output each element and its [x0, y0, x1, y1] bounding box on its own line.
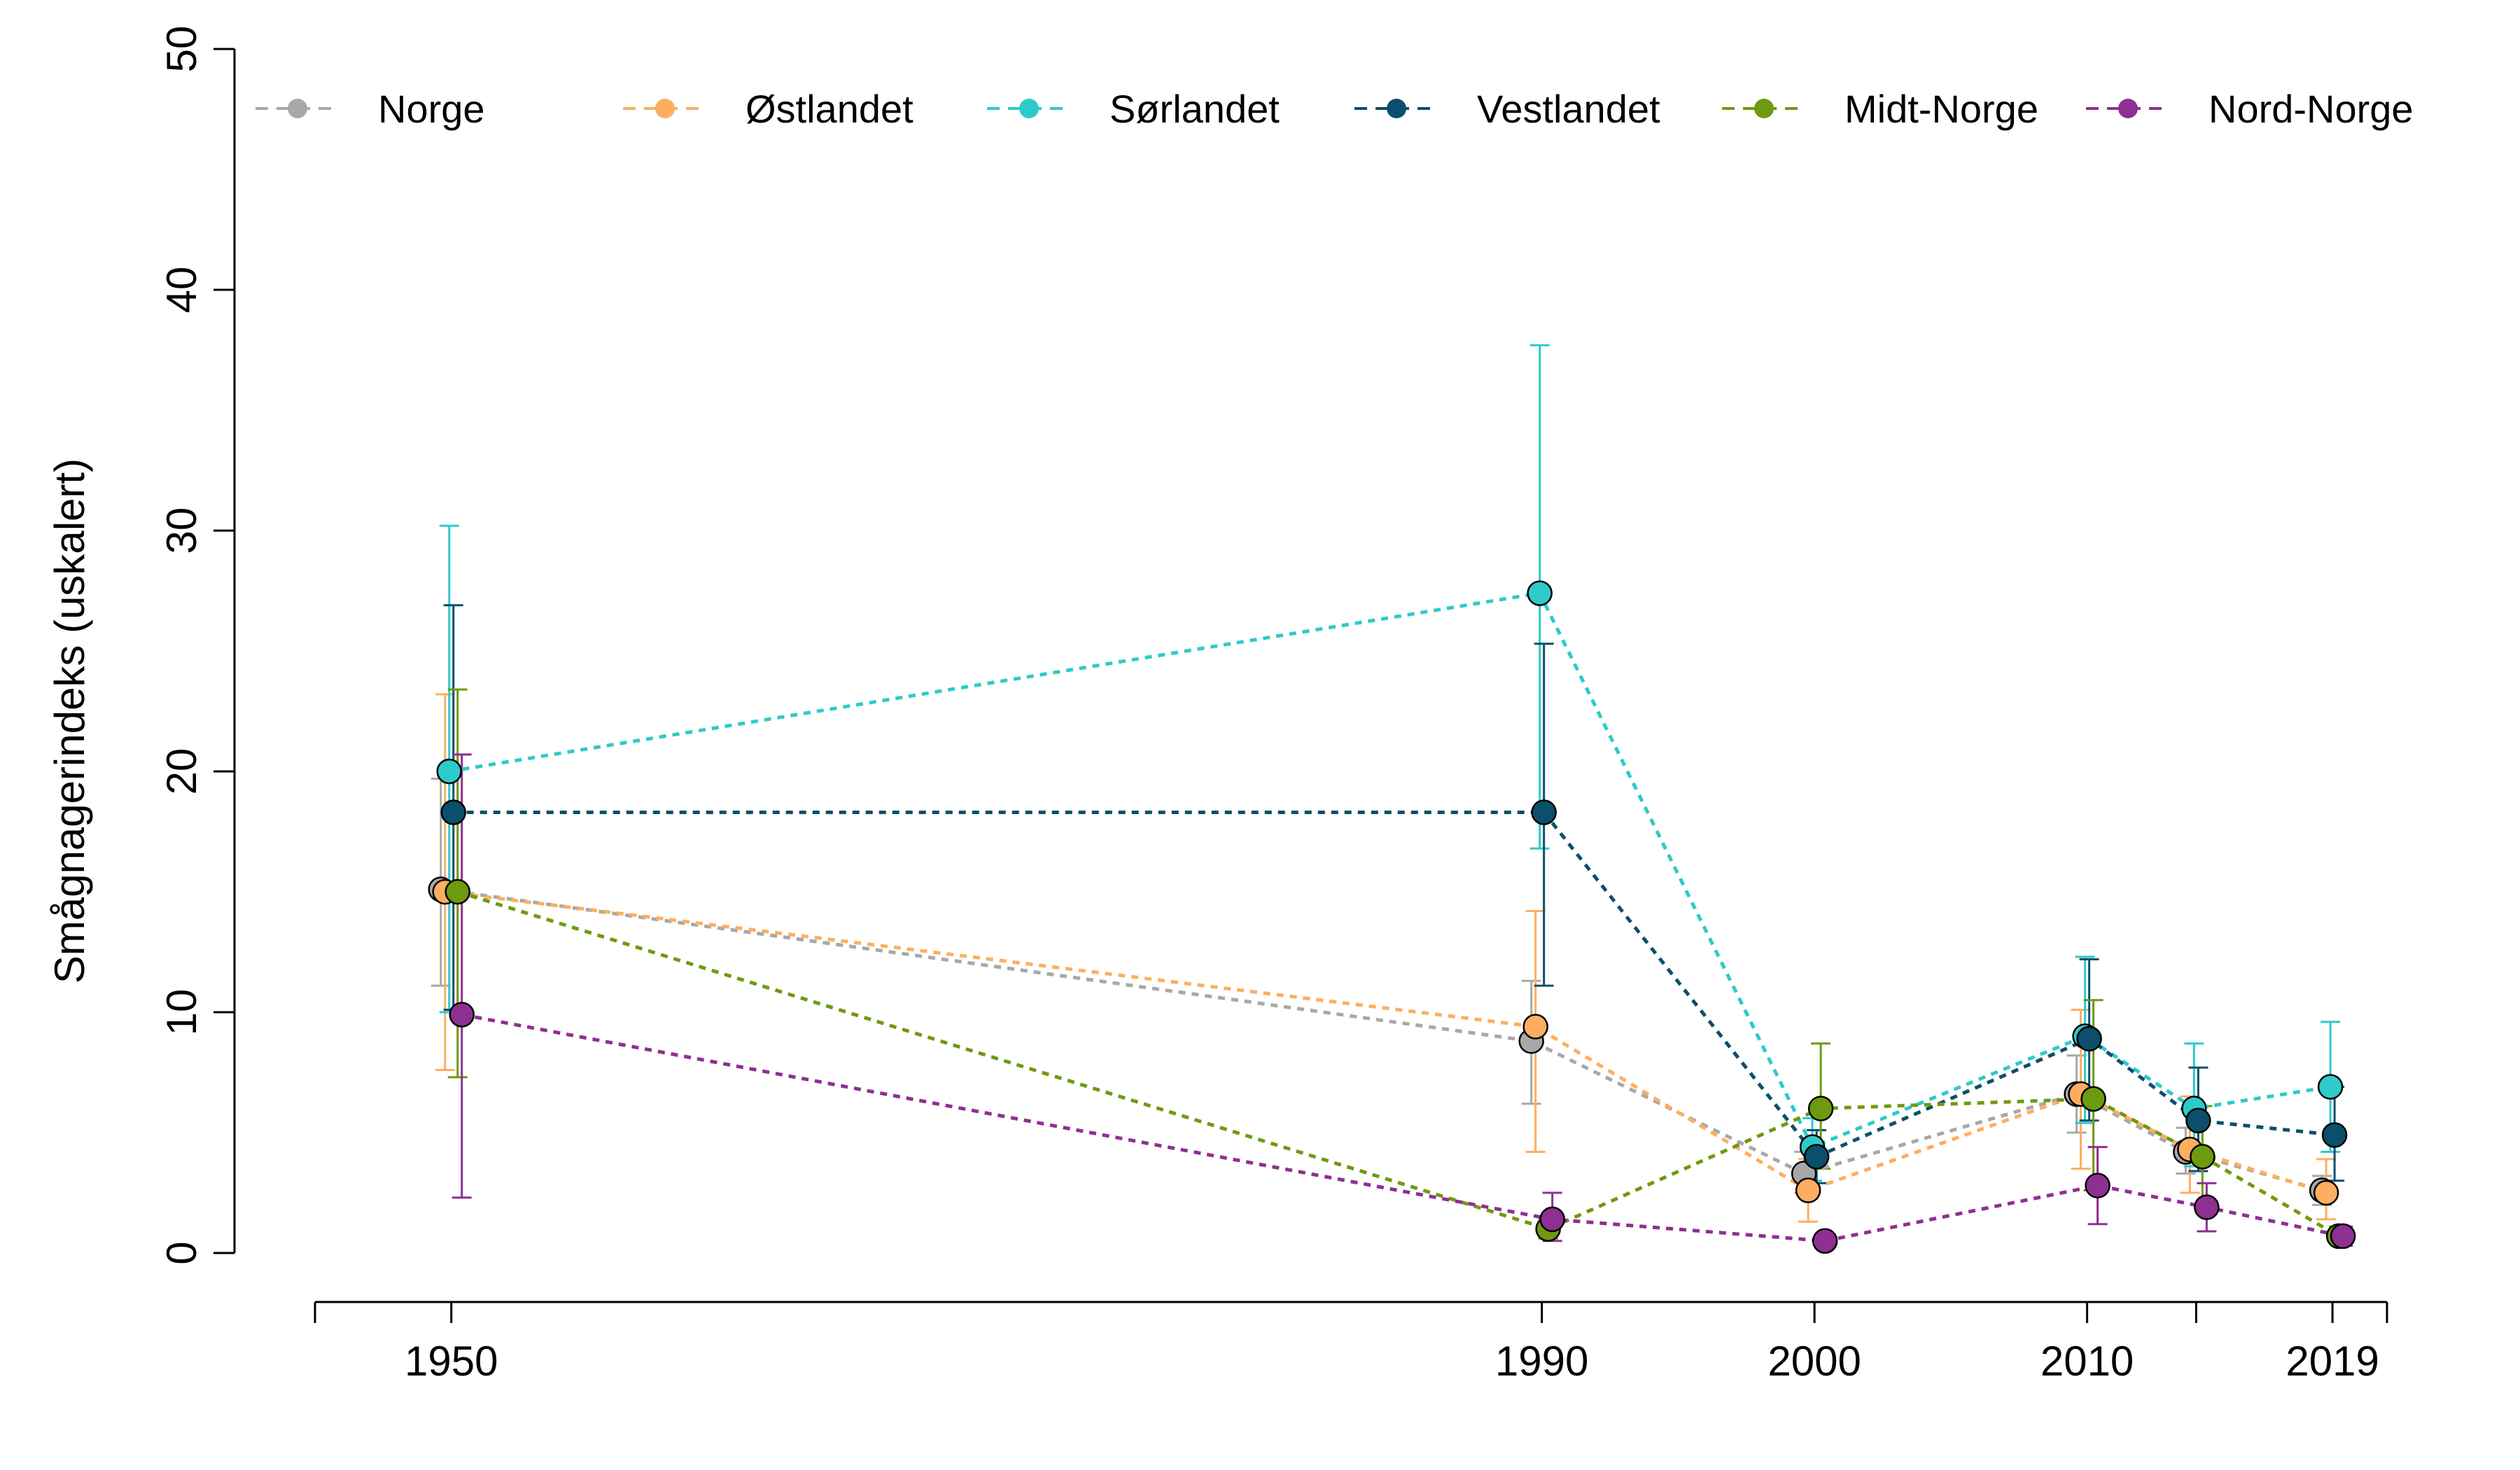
- data-point-nord-norge: [2194, 1194, 2220, 1220]
- legend-label: Sørlandet: [1110, 87, 1280, 131]
- series-line-nord-norge: [461, 1012, 2344, 1243]
- data-point-vestlandet: [1803, 1144, 1830, 1170]
- legend-label: Vestlandet: [1477, 87, 1660, 131]
- legend-marker: [1387, 99, 1406, 118]
- data-point-s-rlandet: [436, 758, 462, 785]
- x-tick-label: 2019: [2286, 1338, 2379, 1385]
- data-points: [428, 580, 2356, 1254]
- data-point-nord-norge: [1812, 1228, 1838, 1254]
- data-point-vestlandet: [1531, 799, 1557, 825]
- x-tick-label: 1990: [1495, 1338, 1588, 1385]
- legend-marker: [2118, 99, 2138, 118]
- y-tick-label: 0: [158, 1241, 205, 1264]
- data-point-s-rlandet: [1527, 580, 1553, 606]
- series-line-vestlandet: [453, 810, 2335, 1159]
- x-tick-label: 1950: [405, 1338, 498, 1385]
- series-line--stlandet: [444, 890, 2327, 1195]
- y-axis: 0 10 20 30 40 50: [158, 26, 236, 1265]
- legend-item-nord-norge: Nord-Norge: [2086, 87, 2414, 131]
- legend-marker: [1754, 99, 1774, 118]
- data-point-s-rlandet: [2317, 1074, 2344, 1100]
- data-point-midt-norge: [2190, 1144, 2216, 1170]
- data-point-vestlandet: [2076, 1026, 2102, 1052]
- series-line-s-rlandet: [449, 591, 2331, 1149]
- legend-label: Nord-Norge: [2208, 87, 2414, 131]
- x-tick-label: 2010: [2040, 1338, 2134, 1385]
- y-tick-label: 20: [158, 748, 205, 795]
- y-tick-label: 50: [158, 26, 205, 73]
- data-point-nord-norge: [1539, 1206, 1565, 1233]
- x-axis: 1950 1990 2000 2010 2019: [314, 1301, 2388, 1385]
- data-point-vestlandet: [2321, 1122, 2348, 1148]
- y-tick-label: 30: [158, 507, 205, 554]
- legend-label: Østlandet: [746, 87, 913, 131]
- series-line-norge: [440, 888, 2323, 1192]
- series-lines: [440, 591, 2344, 1243]
- data-point--stlandet: [1795, 1177, 1821, 1203]
- data-point-vestlandet: [440, 799, 466, 825]
- legend-item-midt-norge: Midt-Norge: [1722, 87, 2038, 131]
- data-point-nord-norge: [2330, 1223, 2356, 1250]
- legend-label: Midt-Norge: [1844, 87, 2038, 131]
- data-point-midt-norge: [444, 878, 470, 905]
- data-point-vestlandet: [2185, 1107, 2211, 1134]
- data-point-nord-norge: [2085, 1172, 2110, 1198]
- data-point--stlandet: [2313, 1180, 2339, 1206]
- legend-label: Norge: [378, 87, 485, 131]
- legend: Norge Østlandet Sørlandet Vestlandet Midt-No…: [255, 87, 2414, 131]
- legend-marker: [1019, 99, 1039, 118]
- error-bars: [430, 344, 2353, 1250]
- error-bar-nord-norge: [451, 753, 472, 1199]
- data-point-nord-norge: [449, 1002, 475, 1028]
- legend-marker: [288, 99, 307, 118]
- y-axis-title: Smågnagerindeks (uskalert): [46, 458, 93, 983]
- data-point--stlandet: [1522, 1014, 1548, 1040]
- legend-item--stlandet: Østlandet: [623, 87, 913, 131]
- x-tick-label: 2000: [1768, 1338, 1861, 1385]
- legend-item-vestlandet: Vestlandet: [1354, 87, 1660, 131]
- y-tick-label: 10: [158, 989, 205, 1036]
- y-tick-label: 40: [158, 267, 205, 314]
- legend-item-s-rlandet: Sørlandet: [987, 87, 1280, 131]
- data-point-midt-norge: [1807, 1096, 1834, 1121]
- data-point-midt-norge: [2080, 1086, 2106, 1112]
- legend-marker: [655, 99, 675, 118]
- legend-item-norge: Norge: [255, 87, 485, 131]
- series-line-midt-norge: [456, 890, 2340, 1238]
